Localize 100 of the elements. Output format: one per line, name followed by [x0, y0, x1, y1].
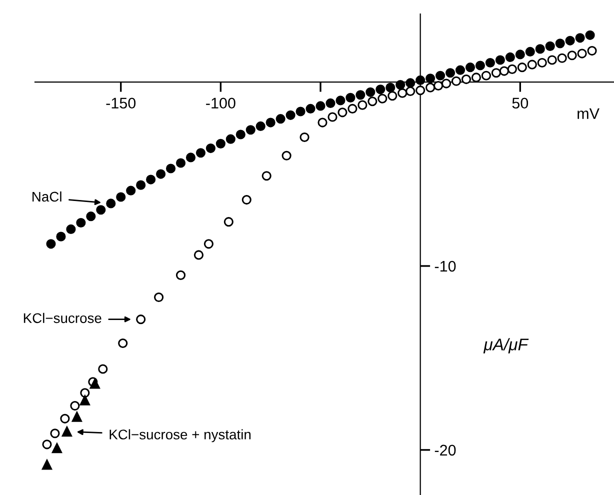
point — [136, 314, 146, 324]
y-tick-label: -20 — [434, 444, 456, 456]
point — [491, 68, 501, 78]
point — [577, 48, 587, 58]
point — [366, 87, 376, 97]
point — [216, 138, 226, 148]
point — [126, 186, 136, 196]
point — [426, 74, 436, 84]
point — [286, 110, 296, 120]
point — [505, 52, 515, 62]
x-tick-label: 50 — [512, 98, 528, 109]
point — [376, 84, 386, 94]
point — [358, 100, 368, 110]
point — [236, 130, 246, 140]
point — [475, 60, 486, 70]
point — [296, 106, 306, 116]
point — [118, 338, 128, 348]
point — [70, 401, 80, 411]
point — [499, 66, 509, 76]
point — [318, 118, 328, 128]
point — [567, 50, 577, 60]
point — [535, 44, 545, 54]
point — [517, 62, 527, 72]
point — [356, 90, 366, 100]
point — [156, 169, 166, 179]
point — [326, 98, 336, 108]
point — [587, 46, 597, 56]
point — [442, 78, 452, 88]
y-tick-label: -10 — [434, 260, 456, 272]
point — [575, 33, 585, 43]
point — [242, 194, 252, 205]
point — [416, 86, 426, 96]
point — [507, 64, 517, 74]
point — [56, 232, 66, 242]
point — [176, 158, 186, 168]
point — [461, 74, 472, 84]
point — [545, 41, 555, 51]
point — [300, 132, 310, 142]
point — [426, 82, 436, 92]
point — [166, 164, 176, 174]
point — [224, 217, 234, 227]
point — [42, 440, 52, 450]
point — [226, 134, 236, 144]
point — [557, 53, 567, 63]
point — [406, 78, 416, 88]
point — [72, 412, 82, 422]
x-tick-label: -100 — [206, 98, 236, 109]
point — [451, 76, 462, 86]
point — [386, 82, 396, 92]
point — [471, 72, 482, 82]
point — [348, 104, 358, 114]
point — [86, 212, 96, 222]
point — [495, 55, 505, 65]
point — [194, 250, 204, 260]
point — [525, 46, 535, 56]
point — [154, 292, 164, 302]
point — [76, 218, 86, 228]
annotation: KCl−sucrose — [24, 312, 102, 324]
y-axis-title: μA/μF — [483, 338, 529, 354]
point — [336, 96, 346, 106]
point — [276, 114, 286, 124]
point — [527, 60, 537, 70]
point — [445, 68, 456, 78]
point — [42, 460, 52, 470]
point — [378, 94, 388, 104]
point — [396, 80, 406, 90]
point — [246, 125, 256, 135]
point — [204, 239, 214, 249]
point — [206, 143, 216, 154]
point — [328, 112, 338, 122]
point — [316, 101, 326, 111]
point — [416, 75, 426, 86]
annotation: KCl−sucrose + nystatin — [110, 429, 251, 442]
point — [585, 30, 595, 40]
point — [436, 70, 446, 80]
point — [116, 192, 126, 202]
point — [62, 426, 72, 437]
point — [565, 36, 575, 46]
point — [98, 364, 108, 374]
point — [66, 224, 76, 234]
annotation: NaCl — [32, 191, 62, 202]
point — [537, 58, 547, 68]
point — [80, 395, 90, 406]
point — [96, 205, 106, 215]
point — [338, 108, 348, 118]
point — [547, 55, 557, 65]
point — [406, 86, 416, 96]
point — [481, 70, 492, 80]
point — [52, 443, 62, 454]
point — [306, 104, 316, 114]
point — [256, 121, 266, 131]
point — [60, 414, 70, 424]
point — [388, 91, 398, 101]
point — [282, 150, 292, 160]
point — [346, 92, 356, 102]
point — [368, 96, 378, 106]
point — [46, 239, 56, 249]
point — [136, 180, 146, 190]
point — [106, 198, 116, 208]
point — [515, 50, 525, 60]
